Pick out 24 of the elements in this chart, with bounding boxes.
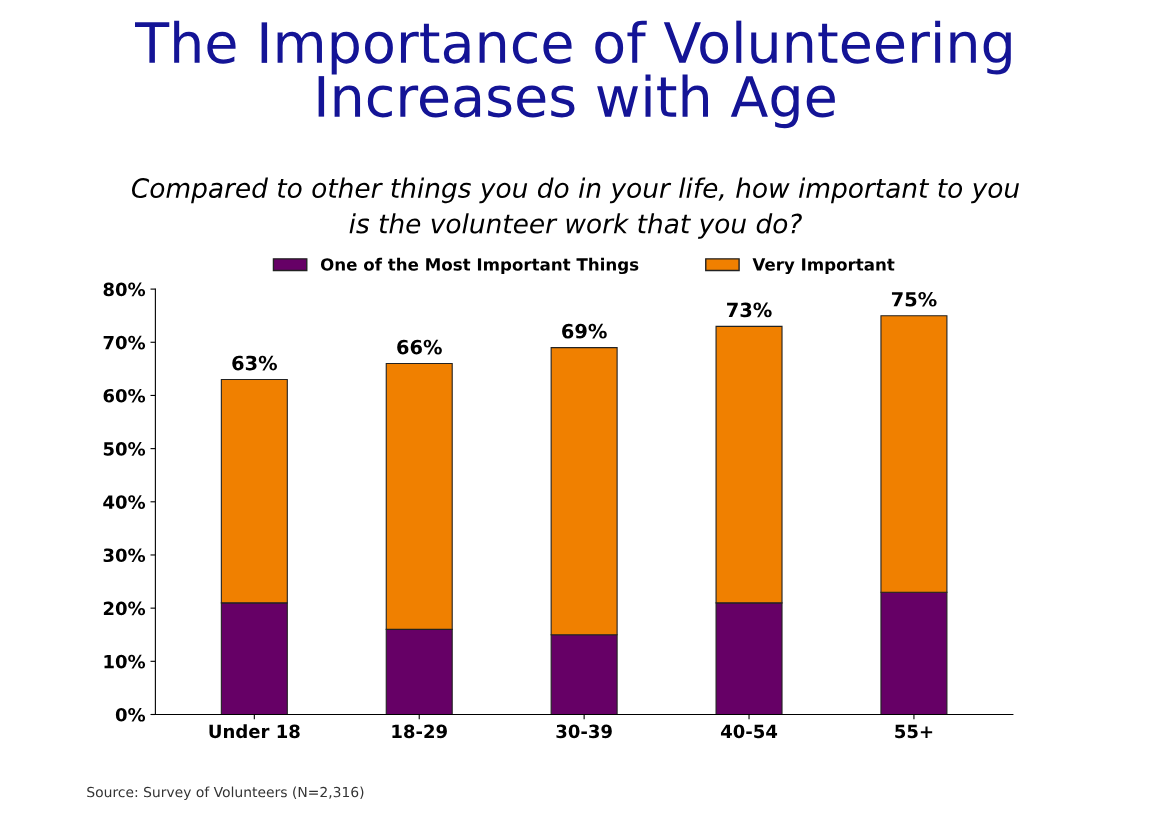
x-tick-label: 30-39 — [556, 724, 612, 739]
chart-title: The Importance of Volunteering Increases with Age — [135, 20, 1011, 129]
x-tick-label: Under 18 — [209, 724, 300, 739]
y-tick-label: 0% — [115, 707, 146, 722]
legend-label: One of the Most Important Things — [320, 257, 639, 275]
y-tick-label: 30% — [103, 548, 146, 563]
y-tick-label: 60% — [103, 388, 146, 403]
total-label: 69% — [562, 323, 607, 339]
total-label: 75% — [891, 291, 937, 307]
total-label: 63% — [232, 355, 277, 371]
y-tick-label: 70% — [103, 335, 146, 350]
x-tick-label: 55+ — [895, 724, 933, 739]
legend-label: Very Important — [752, 258, 895, 275]
x-tick-label: 18-29 — [392, 724, 447, 739]
x-tick-label: 40-54 — [720, 724, 778, 739]
chart-subtitle: Compared to other things you do in your life, how important to you is the volunteer work that you do? — [131, 177, 1019, 239]
y-tick-label: 40% — [103, 495, 146, 509]
total-label: 66% — [397, 339, 442, 355]
source-note: Source: Survey of Volunteers (N=2,316) — [87, 786, 364, 800]
y-tick-label: 50% — [103, 442, 146, 456]
total-label: 73% — [727, 302, 772, 318]
y-tick-label: 20% — [103, 601, 146, 616]
y-tick-label: 10% — [104, 654, 146, 669]
y-tick-label: 80% — [103, 282, 146, 297]
